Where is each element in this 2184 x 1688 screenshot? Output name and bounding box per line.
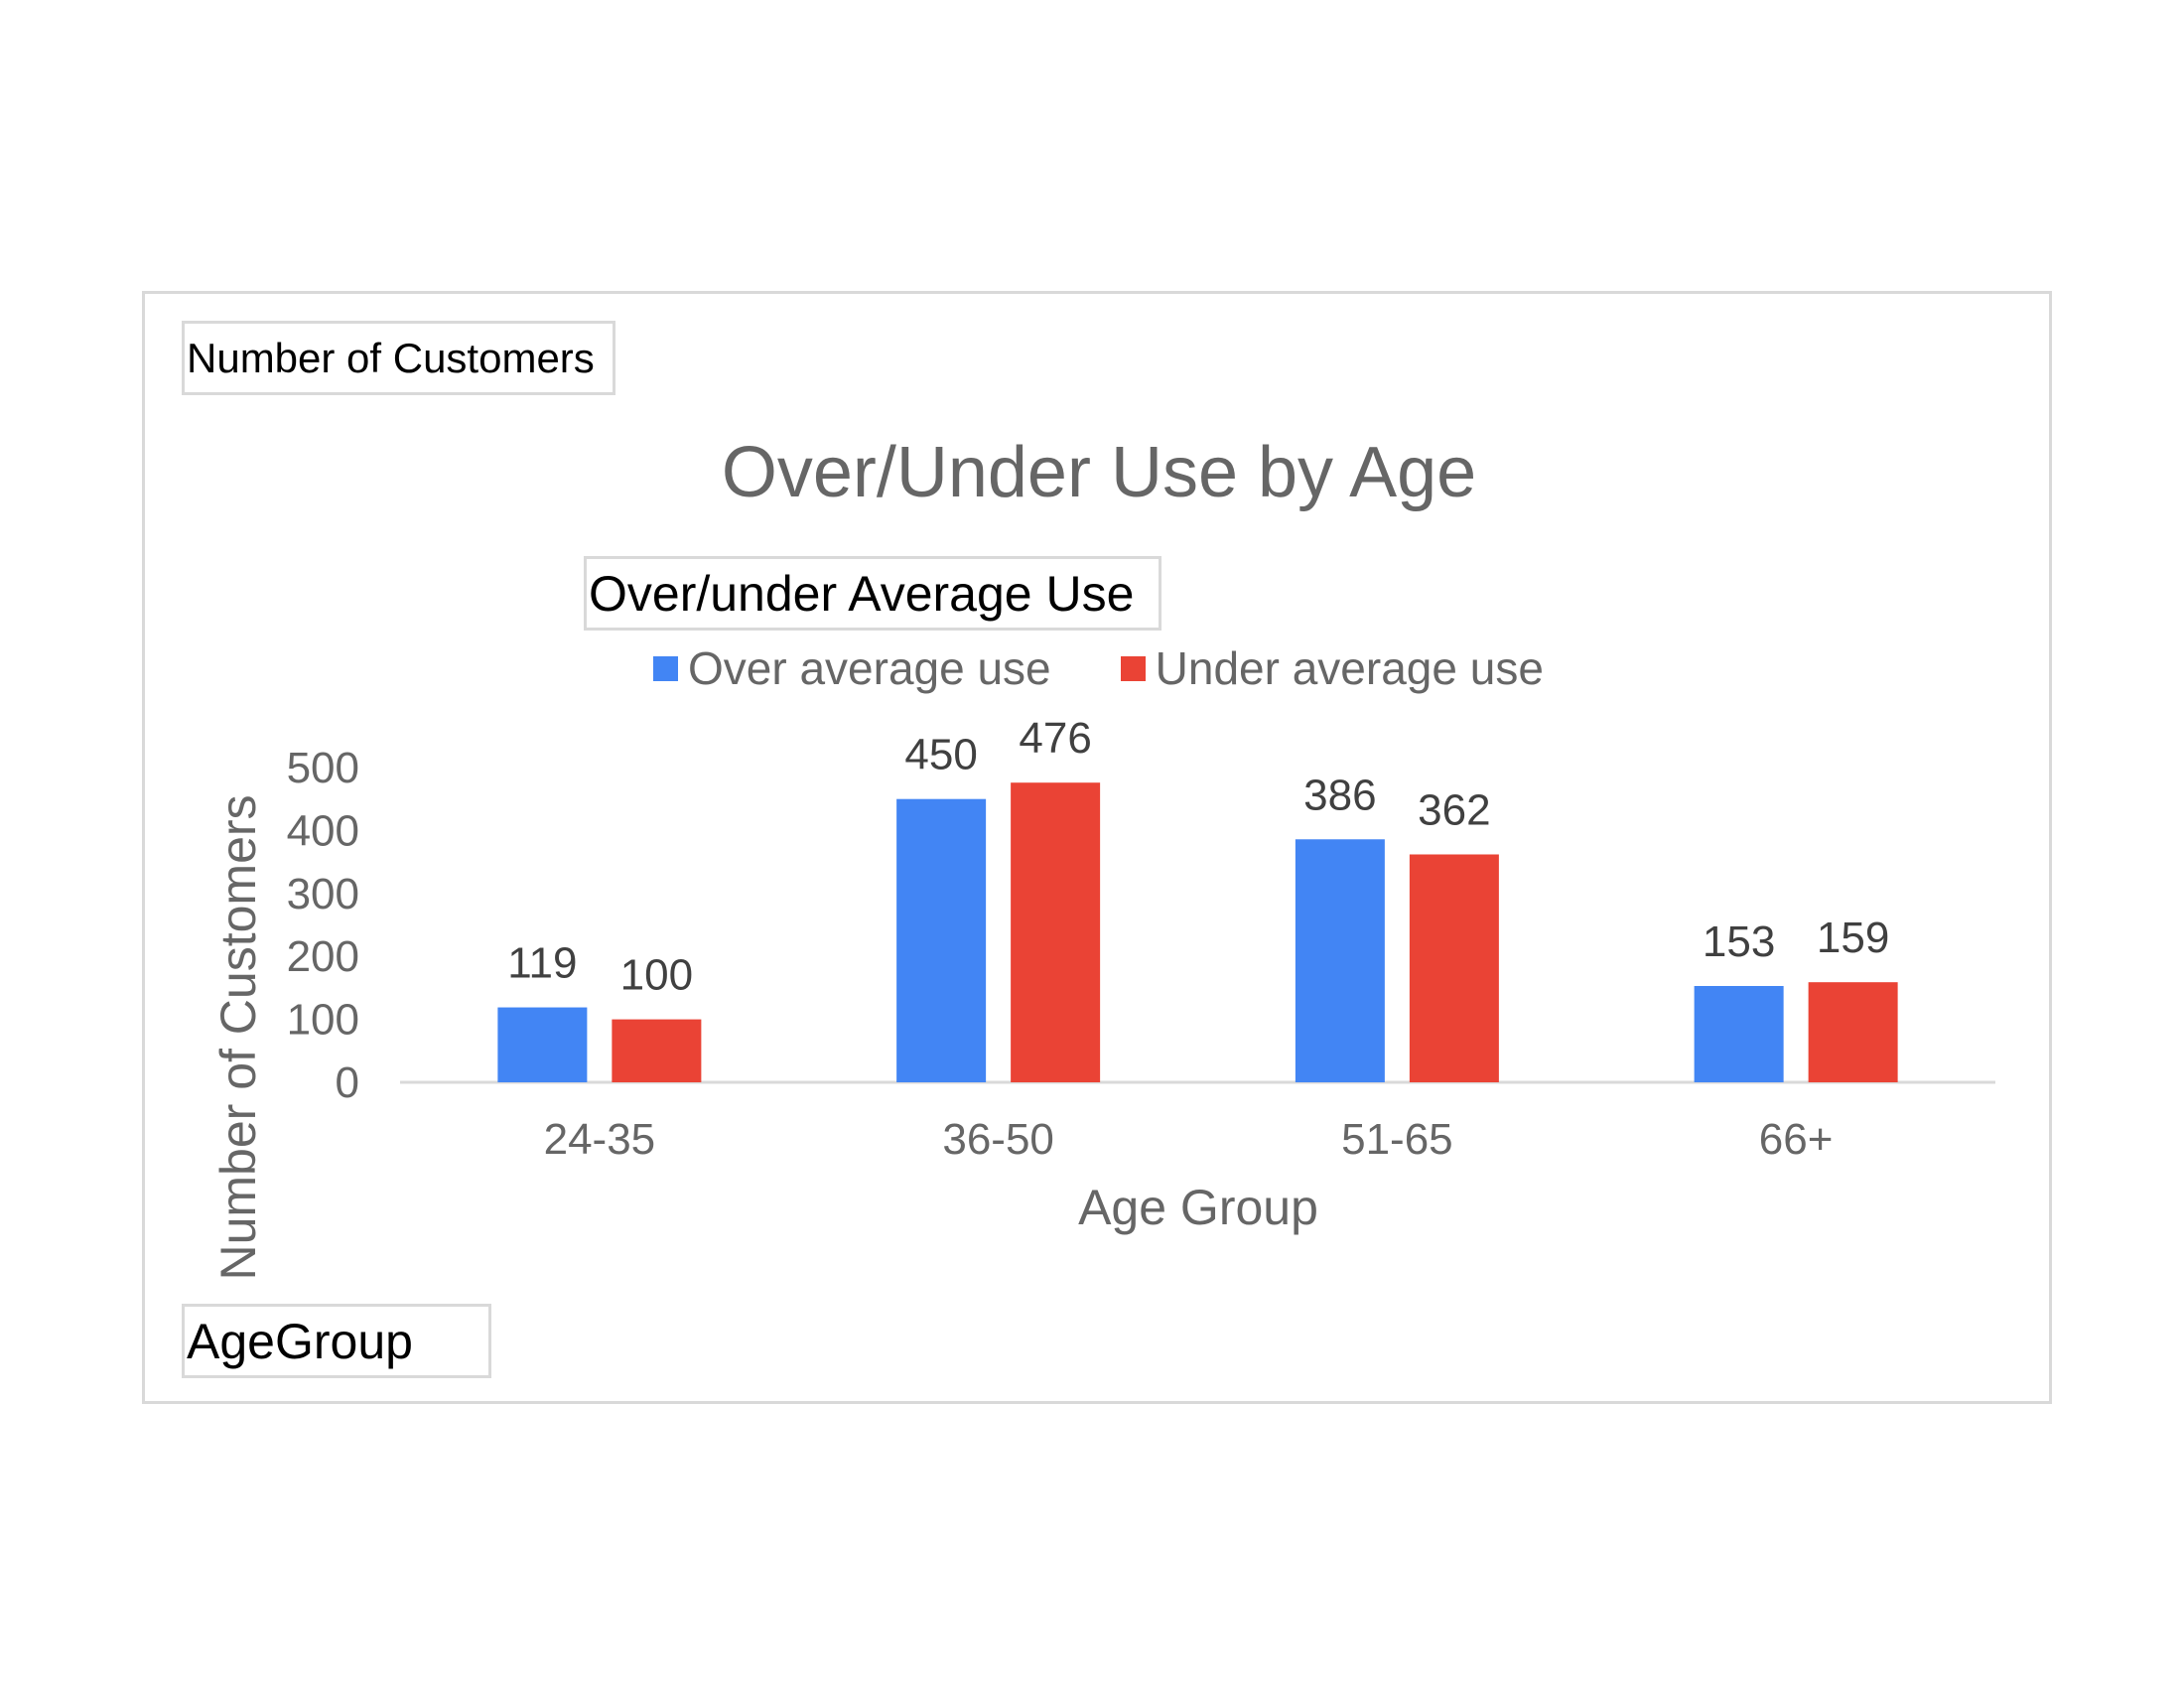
bar-over-66+[interactable] [1694,985,1784,1082]
bar-under-51-65[interactable] [1409,854,1499,1082]
pivot-field-label: Number of Customers [187,334,595,381]
x-tick-label: 66+ [1759,1115,1834,1164]
y-tick-label: 500 [287,744,359,792]
y-tick-label: 100 [287,996,359,1045]
pivot-field-button-legend[interactable]: Over/under Average Use [584,556,1161,631]
y-tick-label: 300 [287,870,359,918]
bar-under-66+[interactable] [1808,982,1898,1082]
data-label: 362 [1418,785,1490,834]
bar-over-51-65[interactable] [1295,839,1385,1082]
pivot-field-label: Over/under Average Use [589,565,1135,622]
chart-title: Over/Under Use by Age [722,433,1476,512]
pivot-field-button-axis[interactable]: AgeGroup [182,1304,491,1378]
data-label: 100 [620,951,693,1000]
pivot-field-label: AgeGroup [187,1313,413,1369]
legend-swatch-under [1120,655,1146,681]
bar-under-24-35[interactable] [612,1019,702,1082]
data-label: 119 [507,939,577,988]
legend-item-under[interactable]: Under average use [1120,641,1544,695]
x-axis-title: Age Group [1078,1180,1318,1235]
y-axis-title: Number of Customers [210,794,266,1280]
legend-label-over: Over average use [688,642,1051,694]
y-tick-label: 0 [336,1058,359,1107]
x-tick-label: 24-35 [544,1115,656,1164]
pivot-field-button-values[interactable]: Number of Customers [182,321,615,395]
data-label: 476 [1019,714,1091,763]
y-tick-label: 400 [287,806,359,855]
data-label: 153 [1703,917,1775,966]
data-label: 386 [1303,771,1376,819]
x-tick-label: 51-65 [1341,1115,1453,1164]
bar-over-36-50[interactable] [896,798,987,1082]
y-tick-label: 200 [287,932,359,981]
bar-under-36-50[interactable] [1011,782,1101,1082]
bar-over-24-35[interactable] [497,1007,588,1082]
data-label: 450 [904,731,977,779]
chart-legend: Over average use Under average use [653,638,1613,698]
x-tick-label: 36-50 [942,1115,1054,1164]
legend-label-under: Under average use [1155,642,1544,694]
legend-item-over[interactable]: Over average use [653,641,1051,695]
legend-swatch-over [653,655,678,681]
data-label: 159 [1817,914,1889,962]
